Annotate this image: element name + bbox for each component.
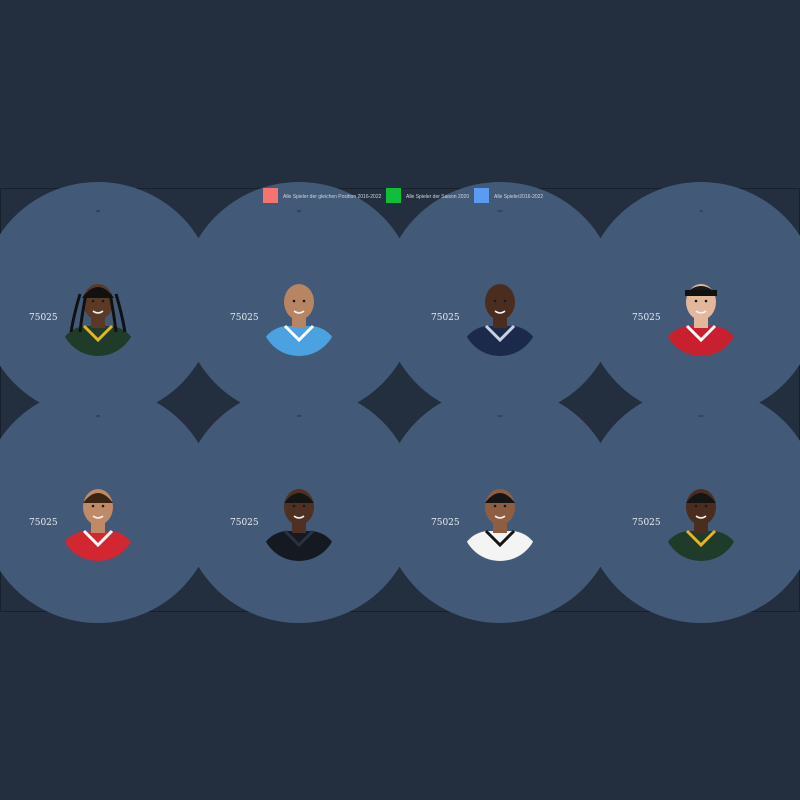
score-label: 75025 bbox=[230, 518, 259, 528]
player-headshot bbox=[261, 489, 337, 561]
position-label: WR bbox=[699, 414, 705, 418]
score-label: 75025 bbox=[29, 518, 58, 528]
score-label: 75025 bbox=[632, 313, 661, 323]
radar-cards: QB 75025 RB 75025 WR 75025 TE 75025 QB 75025 RB 750… bbox=[0, 182, 800, 623]
player-headshot bbox=[261, 284, 337, 356]
player-headshot bbox=[663, 284, 739, 356]
position-label: WR bbox=[498, 209, 504, 213]
legend: Alle Spieler der gleichen Position 2016-… bbox=[263, 188, 543, 203]
position-label: QB bbox=[96, 414, 100, 418]
score-label: 75025 bbox=[29, 313, 58, 323]
radar-card: RB 75025 bbox=[181, 182, 417, 418]
score-label: 75025 bbox=[632, 518, 661, 528]
legend-label: Alle Spieler der gleichen Position 2016-… bbox=[283, 194, 382, 200]
score-label: 75025 bbox=[431, 518, 460, 528]
score-label: 75025 bbox=[230, 313, 259, 323]
player-headshot bbox=[462, 284, 538, 356]
legend-swatch bbox=[474, 188, 489, 203]
player-headshot bbox=[462, 489, 538, 561]
legend-swatch bbox=[263, 188, 278, 203]
radar-card: WR 75025 bbox=[382, 387, 618, 623]
position-label: RB bbox=[297, 209, 301, 213]
position-label: TE bbox=[699, 209, 703, 213]
position-label: RB bbox=[297, 414, 301, 418]
position-label: WR bbox=[498, 414, 504, 418]
legend-swatch bbox=[386, 188, 401, 203]
radar-card: QB 75025 bbox=[0, 182, 216, 418]
legend-label: Alle Spieler2016-2022 bbox=[494, 194, 543, 200]
radar-card: TE 75025 bbox=[583, 182, 800, 418]
player-headshot bbox=[60, 489, 136, 561]
radar-card: RB 75025 bbox=[181, 387, 417, 623]
radar-card: WR 75025 bbox=[583, 387, 800, 623]
player-headshot bbox=[663, 489, 739, 561]
legend-label: Alle Spieler der Saison 2020 bbox=[406, 194, 469, 200]
radar-card: WR 75025 bbox=[382, 182, 618, 418]
radar-card: QB 75025 bbox=[0, 387, 216, 623]
score-label: 75025 bbox=[431, 313, 460, 323]
position-label: QB bbox=[96, 209, 100, 213]
player-headshot bbox=[60, 284, 136, 356]
